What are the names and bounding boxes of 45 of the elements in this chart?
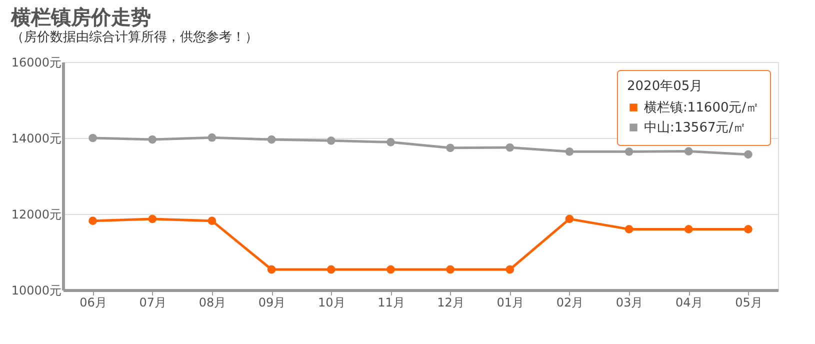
x-tick-label: 08月 [198, 296, 226, 310]
y-tick-label: 10000元 [11, 284, 62, 298]
x-tick-label: 02月 [556, 296, 584, 310]
point [208, 216, 216, 226]
point [744, 150, 752, 159]
point [744, 225, 752, 234]
point [326, 265, 336, 274]
point [326, 136, 336, 145]
point [565, 148, 574, 156]
point [88, 134, 97, 142]
x-tick-label: 09月 [258, 296, 286, 310]
point [88, 216, 97, 226]
point [624, 148, 634, 156]
legend-label: 中山:13567元/㎡ [644, 120, 746, 136]
x-tick-label: 11月 [378, 296, 405, 310]
x-tick-label: 12月 [437, 296, 464, 310]
x-tick-label: 05月 [735, 296, 762, 310]
x-tick-label: 07月 [139, 296, 167, 310]
x-tick-label: 01月 [496, 296, 524, 310]
point [684, 225, 693, 234]
x-tick-label: 03月 [616, 296, 644, 310]
point [446, 265, 454, 274]
point [148, 214, 157, 224]
point [565, 214, 574, 224]
point [386, 138, 395, 146]
point [386, 265, 395, 274]
x-tick-label: 04月 [675, 296, 703, 310]
point [684, 147, 693, 156]
point [267, 135, 276, 144]
chart-title: 横栏镇房价走势 [10, 5, 151, 29]
point [148, 135, 157, 144]
legend-title: 2020年05月 [627, 79, 703, 94]
point [506, 143, 514, 152]
point [506, 265, 514, 274]
legend-label: 横栏镇:11600元/㎡ [644, 100, 760, 116]
point [624, 225, 634, 234]
y-tick-label: 16000元 [11, 56, 62, 70]
x-tick-label: 06月 [80, 296, 107, 310]
point [446, 144, 454, 152]
chart-subtitle: （房价数据由综合计算所得，供您参考！） [10, 29, 258, 45]
point [208, 133, 216, 142]
y-tick-label: 14000元 [11, 132, 62, 146]
point [267, 265, 276, 274]
y-tick-label: 12000元 [11, 208, 62, 222]
x-tick-label: 10月 [318, 296, 346, 310]
